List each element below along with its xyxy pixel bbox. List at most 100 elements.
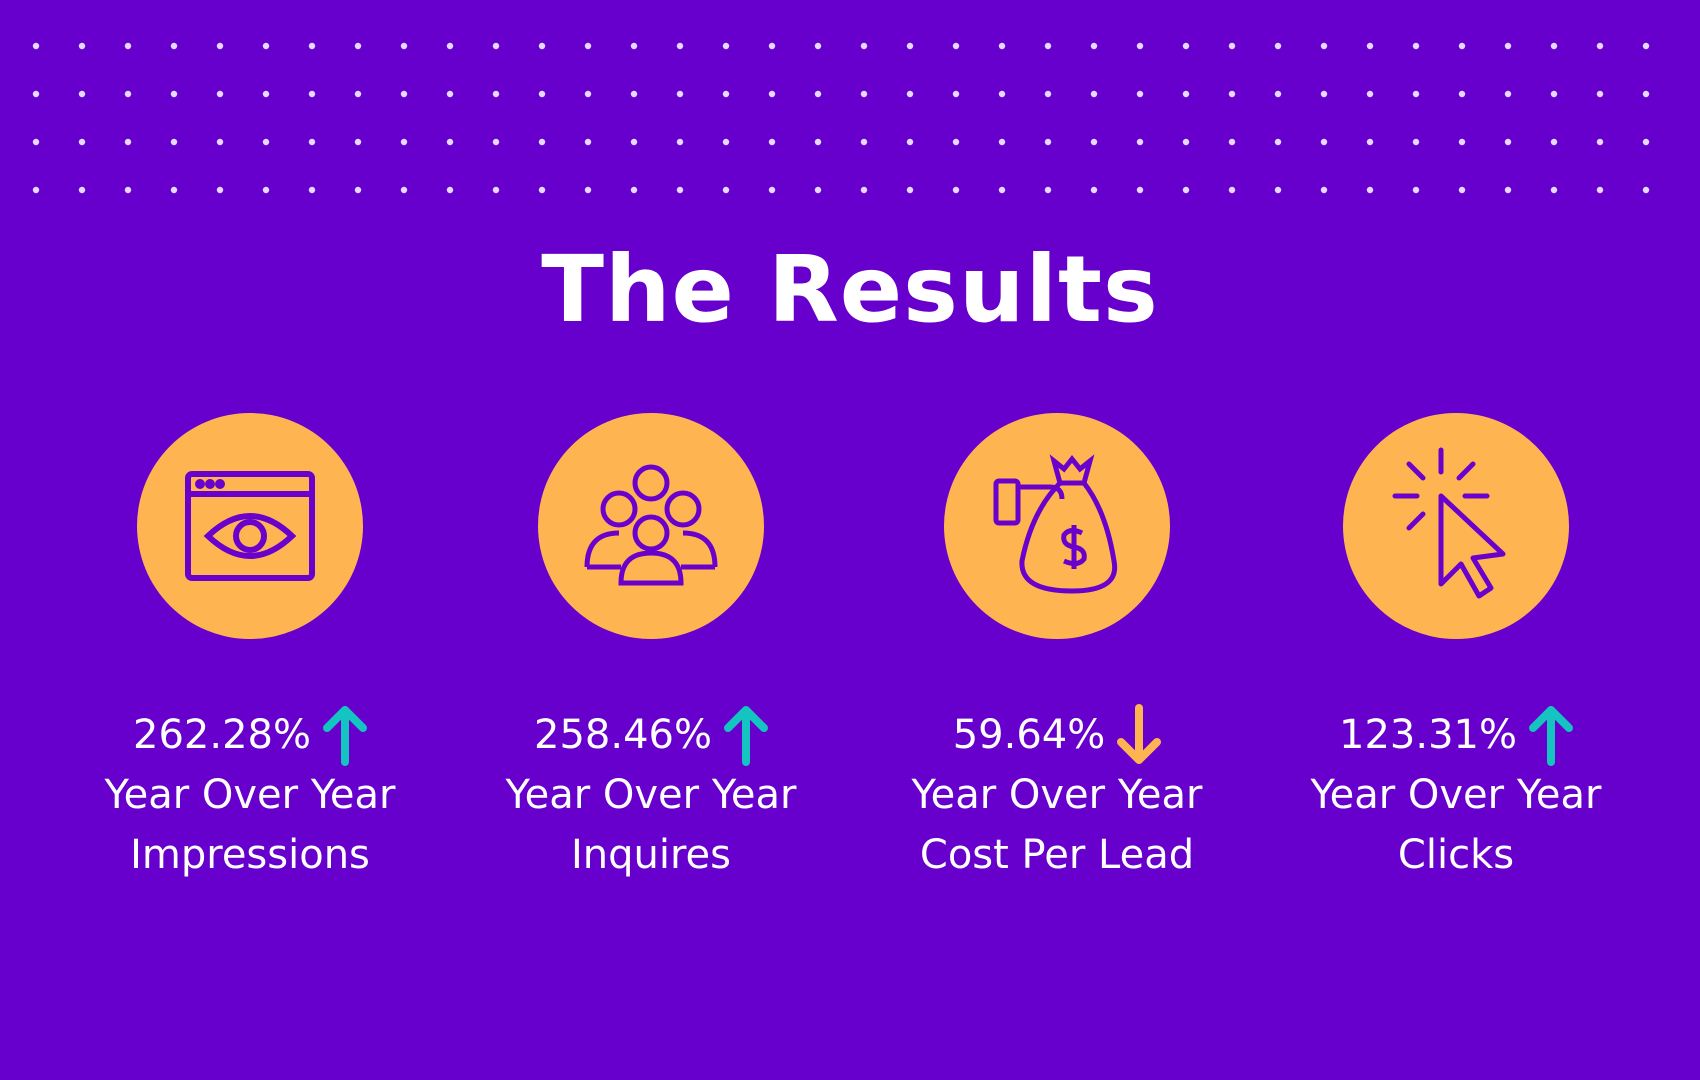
dot [262,90,270,98]
dot [78,138,86,146]
dot [538,138,546,146]
dot [722,186,730,194]
dot [630,42,638,50]
dot [1274,138,1282,146]
dot [814,42,822,50]
up-arrow [723,706,768,766]
dot [1550,186,1558,194]
dot [998,186,1006,194]
dot [1596,186,1604,194]
dot [1642,42,1650,50]
title: The Results [541,236,1159,343]
dot [78,90,86,98]
money-bag-icon [993,454,1118,594]
dot [814,138,822,146]
dot [1182,186,1190,194]
dot [906,138,914,146]
dot [860,138,868,146]
dot [1090,186,1098,194]
dot [584,186,592,194]
up-arrow [1528,706,1573,766]
dot [538,42,546,50]
dot [1504,138,1512,146]
dot [32,42,40,50]
dot [722,138,730,146]
dot [1274,90,1282,98]
dot [1090,42,1098,50]
dot [952,90,960,98]
browser-eye-icon [185,471,315,581]
metric-value: 123.31% [1339,712,1517,758]
dot [584,90,592,98]
dot [1044,42,1052,50]
dot [1274,186,1282,194]
dot [1642,90,1650,98]
dot [998,138,1006,146]
dot [216,186,224,194]
dot [1366,42,1374,50]
metric-value: 258.46% [534,712,712,758]
dot [768,186,776,194]
dot [1274,42,1282,50]
up-arrow [322,706,367,766]
dot [124,186,132,194]
dot [1044,138,1052,146]
dot [1136,42,1144,50]
dot [814,186,822,194]
dot [1550,42,1558,50]
dot [308,138,316,146]
dot [1642,138,1650,146]
dot [906,90,914,98]
dot [1182,138,1190,146]
dot [1504,186,1512,194]
dot [492,42,500,50]
dot [768,138,776,146]
dot [1412,90,1420,98]
dot [354,42,362,50]
dot [492,186,500,194]
dot [538,186,546,194]
dot [1320,90,1328,98]
dot [170,186,178,194]
dot [78,186,86,194]
dot [446,42,454,50]
dot [998,90,1006,98]
dot [860,42,868,50]
metric-label: Year Over Year [911,772,1203,818]
down-arrow [1117,704,1162,764]
dot [78,42,86,50]
metric-value: 59.64% [952,712,1106,758]
dot [1504,42,1512,50]
dot [354,138,362,146]
dot [1458,42,1466,50]
dot [1228,138,1236,146]
dot [1228,42,1236,50]
dot [1366,90,1374,98]
dot [1228,186,1236,194]
dot [262,42,270,50]
dot-pattern [32,42,1650,194]
dot [446,138,454,146]
dot [1228,90,1236,98]
dot [216,138,224,146]
metric-value: 262.28% [133,712,311,758]
dot [676,138,684,146]
dot [906,42,914,50]
metric-card: 262.28% Year Over Year Impressions [40,413,460,885]
icon-circle [944,413,1170,639]
dot [1090,90,1098,98]
dot [1044,90,1052,98]
dot [1136,90,1144,98]
metric-card: 123.31% Year Over Year Clicks [1246,413,1666,885]
dot [1366,186,1374,194]
dot [492,138,500,146]
metric-label: Year Over Year [1310,772,1602,818]
dot [1504,90,1512,98]
dot [170,90,178,98]
dot [630,186,638,194]
dot [308,42,316,50]
metric-label: Impressions [130,832,370,878]
icon-circle [137,413,363,639]
dot [1412,138,1420,146]
